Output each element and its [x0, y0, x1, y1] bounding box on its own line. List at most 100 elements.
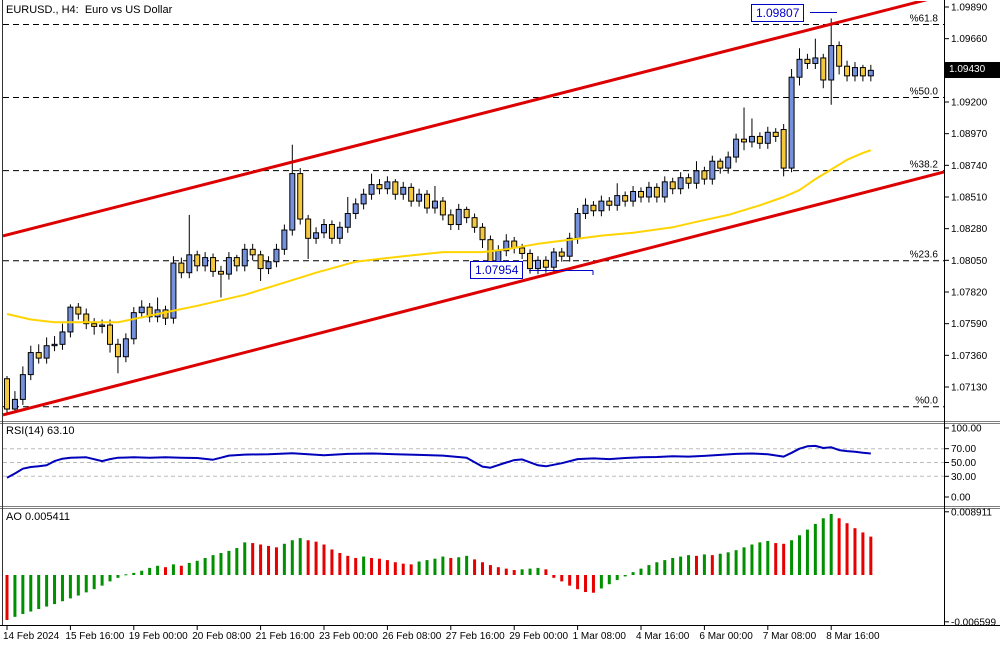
- candle-body-bull: [400, 186, 407, 195]
- candle-body-bull: [352, 203, 359, 215]
- price-axis-group: 1.07130 1.07360 1.07590 1.07820 1.08050 1.082…: [944, 3, 988, 394]
- candle-body-bear: [836, 45, 843, 67]
- candle-body-bear: [479, 226, 486, 241]
- candle-body-bear: [527, 252, 534, 270]
- ao-bar-down: [861, 532, 865, 575]
- candle: [233, 254, 240, 272]
- ao-bar-down: [512, 570, 516, 575]
- date-label: 29 Feb 00:00: [509, 631, 568, 642]
- ao-bar-up: [203, 557, 207, 575]
- candle-body-bull: [709, 160, 716, 180]
- ao-bar-down: [314, 541, 318, 575]
- ao-bar-up: [148, 567, 152, 575]
- ao-bar-up: [219, 553, 223, 575]
- ao-bar-up: [227, 550, 231, 575]
- annotation-high-price[interactable]: 1.09807: [751, 4, 805, 22]
- candle: [685, 173, 692, 189]
- candle: [733, 133, 740, 163]
- candle-body-bear: [297, 173, 304, 220]
- candle-body-bull: [431, 200, 438, 209]
- date-label: 14 Feb 2024: [3, 631, 60, 642]
- ao-bar-up: [235, 548, 239, 575]
- ao-bar-down: [774, 543, 778, 575]
- candle: [851, 62, 858, 82]
- candle: [653, 183, 660, 203]
- candle: [130, 307, 137, 345]
- candle: [844, 60, 851, 82]
- ao-bar-up: [750, 544, 754, 575]
- candle-body-bear: [772, 131, 779, 137]
- candle-body-bear: [590, 204, 597, 212]
- candle: [582, 198, 589, 220]
- candle-body-bull: [138, 306, 145, 314]
- candle: [709, 155, 716, 185]
- candle: [241, 243, 248, 272]
- ao-bar-down: [385, 560, 389, 575]
- price-axis-label: 1.07820: [951, 288, 988, 299]
- candle-body-bull: [812, 57, 819, 64]
- candle: [368, 173, 375, 200]
- candle-body-bear: [217, 270, 224, 275]
- candle: [400, 181, 407, 200]
- candle: [297, 168, 304, 225]
- price-axis-label: 1.08510: [951, 193, 988, 204]
- candle-body-bear: [606, 200, 613, 206]
- candle: [352, 198, 359, 220]
- date-label: 7 Mar 08:00: [763, 631, 817, 642]
- candle-body-bear: [233, 257, 240, 267]
- candle: [836, 41, 843, 75]
- ao-bar-down: [179, 565, 183, 575]
- ao-bar-up: [805, 529, 809, 575]
- candle: [431, 185, 438, 214]
- candle-body-bull: [503, 240, 510, 252]
- candle: [91, 318, 98, 335]
- ao-bar-down: [346, 555, 350, 575]
- rsi-panel[interactable]: 100.00 70.00 50.00 30.00 0.00: [3, 424, 982, 504]
- candle-body-bear: [392, 181, 399, 195]
- ao-bar-up: [211, 555, 215, 575]
- candle: [701, 166, 708, 185]
- ao-bar-down: [251, 543, 255, 575]
- candle-body-bear: [622, 195, 629, 202]
- candle: [257, 250, 264, 281]
- ao-bar-up: [92, 575, 96, 590]
- candle-body-bear: [305, 218, 312, 239]
- date-label: 26 Feb 08:00: [382, 631, 441, 642]
- candle: [661, 176, 668, 203]
- candle: [820, 53, 827, 89]
- price-axis-label: 1.09660: [951, 34, 988, 45]
- candle: [305, 214, 312, 259]
- candle: [471, 213, 478, 233]
- fib-label: %38.2: [910, 160, 939, 171]
- ao-bar-down: [274, 547, 278, 575]
- candle-body-bull: [289, 173, 296, 231]
- ao-bar-down: [869, 536, 873, 575]
- ao-bar-up: [29, 575, 33, 612]
- ao-bar-up: [195, 560, 199, 575]
- price-axis-label: 1.08970: [951, 129, 988, 140]
- ao-bar-down: [267, 545, 271, 575]
- candle: [11, 391, 18, 414]
- rsi-axis-label: 100.00: [951, 424, 982, 435]
- candle-body-bull: [550, 251, 557, 268]
- candle-body-bear: [91, 323, 98, 327]
- ao-bar-down: [488, 565, 492, 575]
- ao-bar-up: [132, 572, 136, 575]
- ao-bar-up: [425, 560, 429, 575]
- ao-bar-up: [671, 557, 675, 575]
- candle: [479, 223, 486, 248]
- ao-bar-down: [853, 528, 857, 575]
- ao-bar-down: [354, 557, 358, 575]
- ao-bar-down: [5, 575, 9, 620]
- candle: [59, 323, 66, 350]
- annotation-low-price[interactable]: 1.07954: [470, 261, 524, 279]
- candle-body-bull: [225, 257, 232, 275]
- candle: [804, 53, 811, 69]
- ao-bar-down: [401, 563, 405, 575]
- ao-panel[interactable]: 0.008911 -0.006599: [5, 507, 997, 628]
- ao-bar-down: [576, 575, 580, 590]
- candle-body-bear: [638, 190, 644, 198]
- candle: [463, 206, 470, 224]
- ao-bar-up: [465, 555, 469, 575]
